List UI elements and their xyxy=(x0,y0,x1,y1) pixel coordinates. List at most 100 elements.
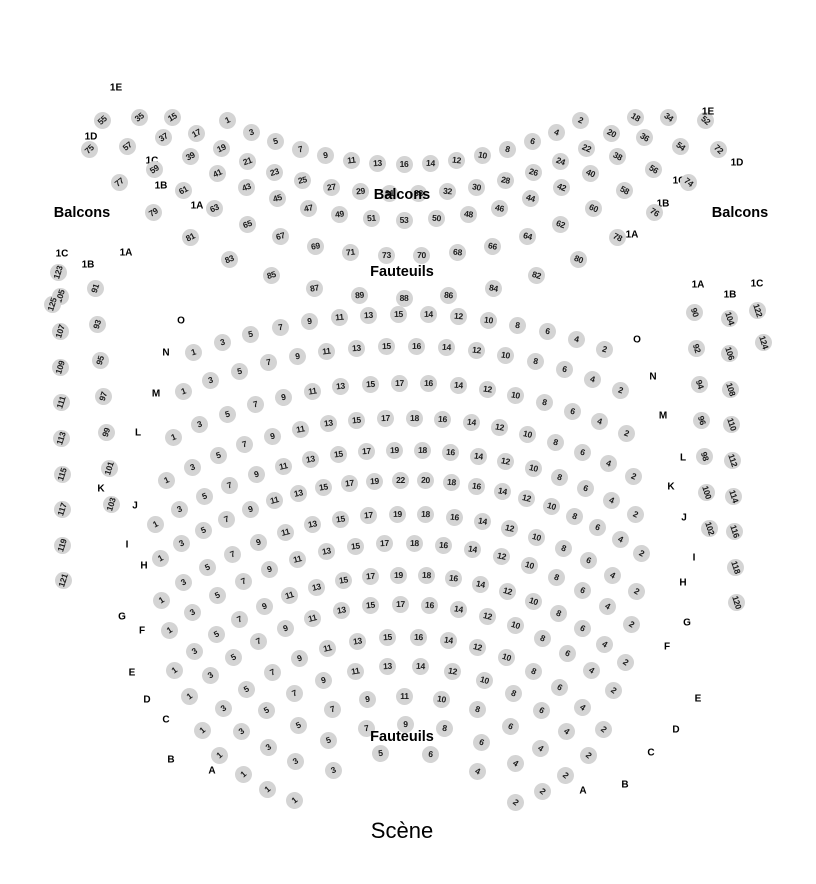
orchestra-seat-J-9[interactable]: 9 xyxy=(239,498,261,520)
balcony-seat-1C-47[interactable]: 47 xyxy=(297,197,319,219)
orchestra-seat-J-4[interactable]: 4 xyxy=(609,528,632,552)
balcony-seat-1E-72[interactable]: 72 xyxy=(706,137,731,162)
orchestra-seat-D-10[interactable]: 10 xyxy=(473,669,495,691)
orchestra-seat-O-3[interactable]: 3 xyxy=(211,332,233,354)
balcony-seat-1E-86[interactable]: 86 xyxy=(439,286,459,305)
orchestra-seat-O-11[interactable]: 11 xyxy=(329,308,349,327)
orchestra-seat-C-5[interactable]: 5 xyxy=(287,714,310,737)
orchestra-seat-H-8[interactable]: 8 xyxy=(545,566,568,589)
orchestra-seat-H-9[interactable]: 9 xyxy=(259,558,281,580)
orchestra-seat-K-14[interactable]: 14 xyxy=(468,446,488,466)
orchestra-seat-O-5[interactable]: 5 xyxy=(240,324,262,345)
orchestra-seat-O-7[interactable]: 7 xyxy=(270,317,290,338)
orchestra-seat-G-7[interactable]: 7 xyxy=(228,608,252,631)
orchestra-seat-N-5[interactable]: 5 xyxy=(228,360,250,382)
orchestra-seat-C-1[interactable]: 1 xyxy=(231,762,256,787)
orchestra-seat-E-14[interactable]: 14 xyxy=(438,631,458,651)
balcony-seat-1C-50[interactable]: 50 xyxy=(427,209,446,228)
orchestra-seat-G-5[interactable]: 5 xyxy=(205,622,229,647)
balcony-seat-1C-43[interactable]: 43 xyxy=(236,176,258,199)
balcony-seat-1A-9[interactable]: 9 xyxy=(316,146,336,166)
orchestra-seat-F-14[interactable]: 14 xyxy=(449,599,469,619)
balcony-seat-1A-6[interactable]: 6 xyxy=(521,131,543,153)
orchestra-seat-O-12[interactable]: 12 xyxy=(449,307,468,326)
orchestra-seat-E-12[interactable]: 12 xyxy=(467,637,489,658)
orchestra-seat-J-20[interactable]: 20 xyxy=(417,471,435,490)
balcony-seat-1D-54[interactable]: 54 xyxy=(668,134,693,158)
box-seat-right-1B-120[interactable]: 120 xyxy=(725,592,747,614)
orchestra-seat-G-17[interactable]: 17 xyxy=(361,567,380,586)
orchestra-seat-I-6[interactable]: 6 xyxy=(577,549,600,573)
orchestra-seat-K-6[interactable]: 6 xyxy=(575,477,597,500)
balcony-seat-1D-60[interactable]: 60 xyxy=(581,197,605,220)
orchestra-seat-I-1[interactable]: 1 xyxy=(149,588,173,612)
orchestra-seat-F-10[interactable]: 10 xyxy=(504,615,527,637)
orchestra-seat-B-8[interactable]: 8 xyxy=(434,718,455,739)
balcony-seat-1B-18[interactable]: 18 xyxy=(624,105,648,130)
orchestra-seat-K-12[interactable]: 12 xyxy=(495,451,516,472)
orchestra-seat-H-1[interactable]: 1 xyxy=(158,618,182,643)
orchestra-seat-H-13[interactable]: 13 xyxy=(316,541,337,562)
orchestra-seat-K-11[interactable]: 11 xyxy=(272,456,294,477)
orchestra-seat-A-1[interactable]: 1 xyxy=(282,789,306,813)
box-seat-right-1C-122[interactable]: 122 xyxy=(746,299,768,321)
orchestra-seat-E-10[interactable]: 10 xyxy=(495,647,518,669)
orchestra-seat-H-10[interactable]: 10 xyxy=(518,555,540,577)
orchestra-seat-E-7[interactable]: 7 xyxy=(260,661,284,684)
orchestra-seat-H-11[interactable]: 11 xyxy=(287,548,308,570)
orchestra-seat-C-11[interactable]: 11 xyxy=(396,687,414,705)
orchestra-seat-H-14[interactable]: 14 xyxy=(462,539,483,560)
balcony-seat-1A-2[interactable]: 2 xyxy=(569,109,592,133)
balcony-seat-1A-8[interactable]: 8 xyxy=(497,139,518,160)
balcony-seat-1D-65[interactable]: 65 xyxy=(236,213,258,235)
balcony-seat-1A-4[interactable]: 4 xyxy=(545,121,568,144)
orchestra-seat-M-3[interactable]: 3 xyxy=(189,414,211,436)
orchestra-seat-J-6[interactable]: 6 xyxy=(586,516,609,539)
balcony-seat-1C-45[interactable]: 45 xyxy=(266,188,288,210)
orchestra-seat-K-4[interactable]: 4 xyxy=(600,489,623,512)
orchestra-seat-J-13[interactable]: 13 xyxy=(288,483,309,504)
orchestra-seat-I-12[interactable]: 12 xyxy=(499,518,520,539)
balcony-seat-1A-3[interactable]: 3 xyxy=(240,121,263,144)
orchestra-seat-J-14[interactable]: 14 xyxy=(492,481,512,502)
box-seat-left-1A-103[interactable]: 103 xyxy=(101,493,123,515)
balcony-seat-1C-36[interactable]: 36 xyxy=(632,126,656,150)
box-seat-right-1A-102[interactable]: 102 xyxy=(698,517,720,539)
orchestra-seat-J-8[interactable]: 8 xyxy=(564,505,586,528)
balcony-seat-1E-88[interactable]: 88 xyxy=(395,289,413,307)
orchestra-seat-D-11[interactable]: 11 xyxy=(345,661,366,681)
balcony-seat-1B-28[interactable]: 28 xyxy=(494,170,516,191)
balcony-seat-1C-42[interactable]: 42 xyxy=(550,176,572,199)
orchestra-seat-M-16[interactable]: 16 xyxy=(419,374,438,393)
orchestra-seat-M-11[interactable]: 11 xyxy=(302,381,322,401)
orchestra-seat-L-9[interactable]: 9 xyxy=(262,426,283,447)
balcony-seat-1E-75[interactable]: 75 xyxy=(77,137,102,162)
balcony-seat-1B-25[interactable]: 25 xyxy=(292,170,314,191)
orchestra-seat-I-10[interactable]: 10 xyxy=(526,527,548,549)
orchestra-seat-F-16[interactable]: 16 xyxy=(420,596,439,615)
orchestra-seat-D-6[interactable]: 6 xyxy=(529,699,554,723)
orchestra-seat-L-12[interactable]: 12 xyxy=(489,417,510,438)
box-seat-right-1A-98[interactable]: 98 xyxy=(693,445,715,467)
balcony-seat-1A-12[interactable]: 12 xyxy=(446,150,466,170)
orchestra-seat-I-18[interactable]: 18 xyxy=(416,505,435,524)
balcony-seat-1D-58[interactable]: 58 xyxy=(612,178,636,202)
orchestra-seat-F-11[interactable]: 11 xyxy=(302,607,324,629)
balcony-seat-1C-41[interactable]: 41 xyxy=(206,161,230,185)
orchestra-seat-B-3[interactable]: 3 xyxy=(283,749,307,774)
balcony-seat-1B-27[interactable]: 27 xyxy=(321,177,342,197)
orchestra-seat-M-4[interactable]: 4 xyxy=(589,410,611,433)
orchestra-seat-H-5[interactable]: 5 xyxy=(205,584,229,608)
orchestra-seat-K-10[interactable]: 10 xyxy=(522,458,544,480)
orchestra-seat-F-2[interactable]: 2 xyxy=(601,678,626,703)
orchestra-seat-A-6[interactable]: 6 xyxy=(420,744,440,764)
orchestra-seat-K-16[interactable]: 16 xyxy=(441,443,460,462)
balcony-seat-1E-87[interactable]: 87 xyxy=(304,278,325,299)
orchestra-seat-E-1[interactable]: 1 xyxy=(190,718,215,743)
box-seat-left-1B-107[interactable]: 107 xyxy=(49,320,72,343)
balcony-seat-1B-22[interactable]: 22 xyxy=(575,137,598,160)
balcony-seat-1D-64[interactable]: 64 xyxy=(516,226,538,248)
orchestra-seat-O-1[interactable]: 1 xyxy=(183,342,205,364)
orchestra-seat-K-5[interactable]: 5 xyxy=(193,485,216,508)
orchestra-seat-D-14[interactable]: 14 xyxy=(411,657,430,676)
